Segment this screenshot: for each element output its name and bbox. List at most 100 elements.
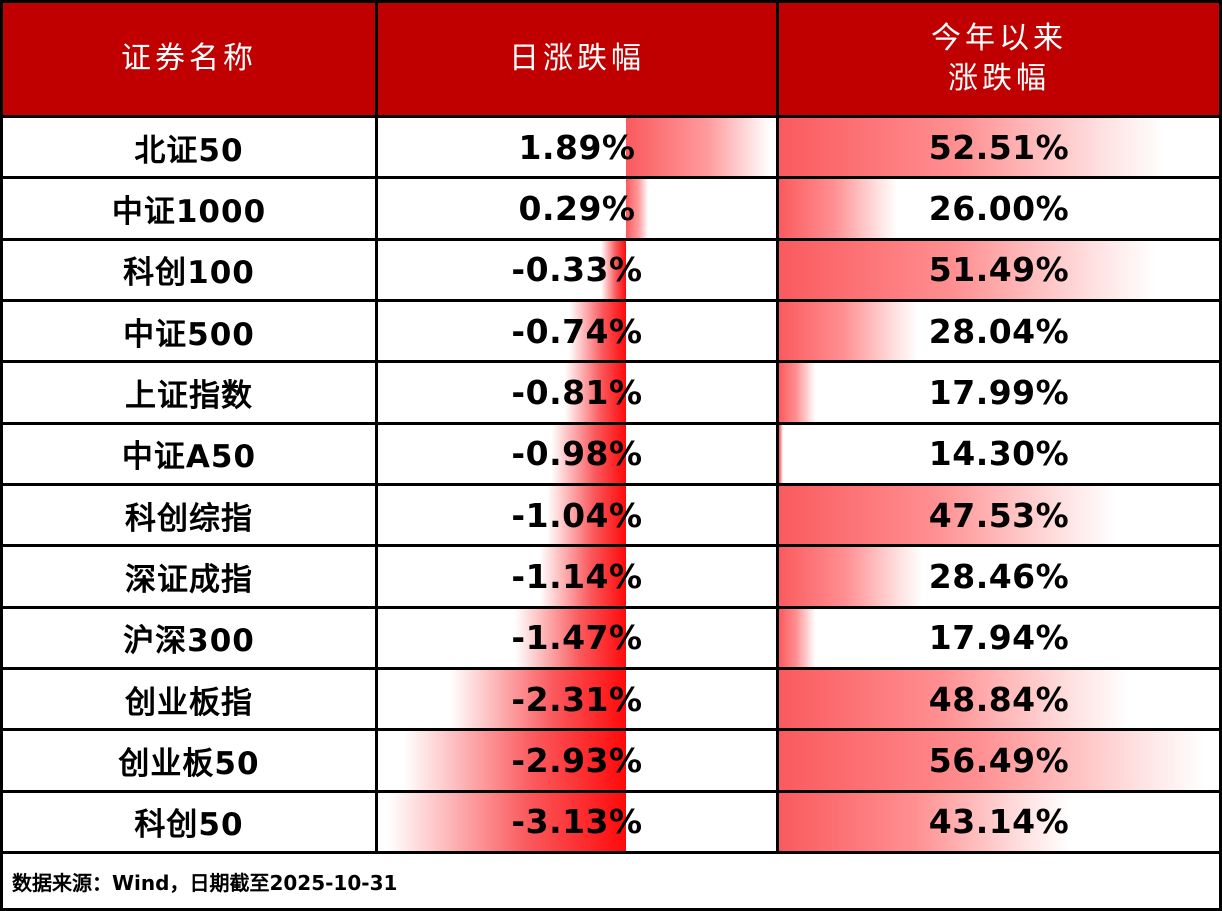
header-ytd-change: 今年以来 涨跌幅 [779,3,1219,115]
daily-change-databar [548,424,627,483]
security-name: 科创100 [123,255,255,292]
daily-change-cell: -0.33% [378,240,779,299]
header-daily-change: 日涨跌幅 [378,3,779,115]
security-name-cell: 科创综指 [3,485,378,545]
ytd-change-databar [779,424,783,483]
ytd-change-value: 43.14% [928,802,1070,842]
table-row: 创业板指 -2.31% 48.84% [3,669,1219,732]
security-name-cell: 创业板指 [3,669,378,729]
daily-change-databar [567,301,627,361]
ytd-change-value: 14.30% [928,434,1070,474]
security-name: 上证指数 [125,377,253,414]
table-row: 科创综指 -1.04% 47.53% [3,485,1219,548]
ytd-change-databar [779,118,1178,177]
daily-change-cell: -1.47% [378,608,779,667]
ytd-change-value: 48.84% [928,679,1070,719]
ytd-change-cell: 43.14% [779,792,1219,851]
security-name-cell: 上证指数 [3,363,378,422]
daily-change-value: -0.98% [511,434,643,474]
ytd-change-cell: 17.99% [779,363,1219,422]
daily-change-value: -1.14% [511,556,643,596]
daily-change-cell: -1.04% [378,485,779,545]
daily-change-cell: 0.29% [378,179,779,238]
security-name: 创业板50 [118,745,260,782]
ytd-change-cell: 14.30% [779,424,1219,483]
ytd-change-value: 52.51% [928,127,1070,167]
header-security-name: 证券名称 [3,3,378,115]
ytd-change-value: 28.46% [928,556,1070,596]
ytd-change-databar [779,179,902,238]
daily-change-databar [626,118,776,177]
ytd-change-cell: 26.00% [779,179,1219,238]
daily-change-value: -2.93% [511,740,643,780]
security-name: 中证500 [123,316,255,353]
ytd-change-databar [779,792,1080,851]
table-row: 中证1000 0.29% 26.00% [3,179,1219,241]
daily-change-databar [599,240,627,299]
daily-change-cell: -1.14% [378,547,779,606]
security-name: 创业板指 [125,684,253,721]
ytd-change-databar [779,669,1140,729]
daily-change-databar [535,547,627,606]
ytd-change-value: 56.49% [928,740,1070,780]
daily-change-databar [443,669,627,729]
ytd-change-cell: 28.04% [779,301,1219,361]
ytd-change-cell: 56.49% [779,731,1219,790]
security-name: 科创50 [134,807,244,844]
ytd-change-cell: 47.53% [779,485,1219,545]
table-header-row: 证券名称 日涨跌幅 今年以来 涨跌幅 [3,3,1219,118]
ytd-change-cell: 48.84% [779,669,1219,729]
security-name: 北证50 [134,132,244,169]
table-row: 科创100 -0.33% 51.49% [3,240,1219,302]
security-name-cell: 中证500 [3,301,378,361]
daily-change-cell: -2.31% [378,669,779,729]
daily-change-databar [393,731,627,790]
source-note: 数据来源：Wind，日期截至2025-10-31 [3,854,1219,908]
security-name-cell: 科创50 [3,792,378,851]
daily-change-cell: -0.81% [378,363,779,422]
table-row: 北证50 1.89% 52.51% [3,118,1219,180]
daily-change-cell: 1.89% [378,118,779,177]
ytd-change-databar [779,731,1219,790]
security-name: 科创综指 [125,500,253,537]
ytd-change-value: 47.53% [928,495,1070,535]
ytd-change-value: 28.04% [928,311,1070,351]
daily-change-value: -0.74% [511,311,643,351]
daily-change-value: 0.29% [518,188,636,228]
security-name: 深证成指 [125,561,253,598]
security-name: 中证A50 [121,439,257,476]
header-ytd-line2: 涨跌幅 [948,61,1050,96]
table-row: 深证成指 -1.14% 28.46% [3,547,1219,609]
daily-change-databar [626,179,650,238]
daily-change-value: -1.47% [511,618,643,658]
daily-change-databar [543,485,627,545]
ytd-change-cell: 17.94% [779,608,1219,667]
table-row: 科创50 -3.13% 43.14% [3,792,1219,854]
ytd-change-cell: 28.46% [779,547,1219,606]
security-name-cell: 深证成指 [3,547,378,606]
ytd-change-databar [779,363,818,422]
security-name-cell: 中证1000 [3,179,378,238]
security-name-cell: 创业板50 [3,731,378,790]
daily-change-cell: -0.98% [378,424,779,483]
ytd-change-value: 51.49% [928,250,1070,290]
security-name-cell: 中证A50 [3,424,378,483]
ytd-change-databar [779,485,1126,545]
daily-change-cell: -3.13% [378,792,779,851]
security-name-cell: 沪深300 [3,608,378,667]
ytd-change-databar [779,240,1167,299]
daily-change-value: -2.31% [511,679,643,719]
table-row: 沪深300 -1.47% 17.94% [3,608,1219,670]
table-row: 中证500 -0.74% 28.04% [3,301,1219,364]
daily-change-value: 1.89% [518,127,636,167]
ytd-change-value: 17.94% [928,618,1070,658]
daily-change-cell: -2.93% [378,731,779,790]
daily-change-value: -0.81% [511,372,643,412]
daily-change-value: -0.33% [511,250,643,290]
daily-change-value: -3.13% [511,802,643,842]
daily-change-value: -1.04% [511,495,643,535]
daily-change-cell: -0.74% [378,301,779,361]
header-ytd-line1: 今年以来 [931,20,1067,56]
table-row: 创业板50 -2.93% 56.49% [3,731,1219,793]
